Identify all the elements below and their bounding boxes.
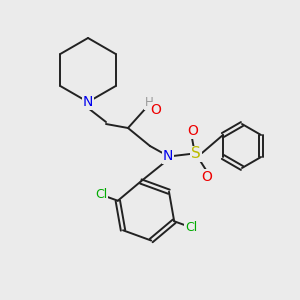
Text: Cl: Cl [185,221,197,234]
Text: H: H [145,97,153,110]
Text: S: S [191,146,201,161]
Text: N: N [83,95,93,109]
Text: N: N [163,149,173,163]
Text: O: O [151,103,161,117]
Text: O: O [188,124,198,138]
Text: O: O [202,170,212,184]
Text: Cl: Cl [95,188,107,201]
